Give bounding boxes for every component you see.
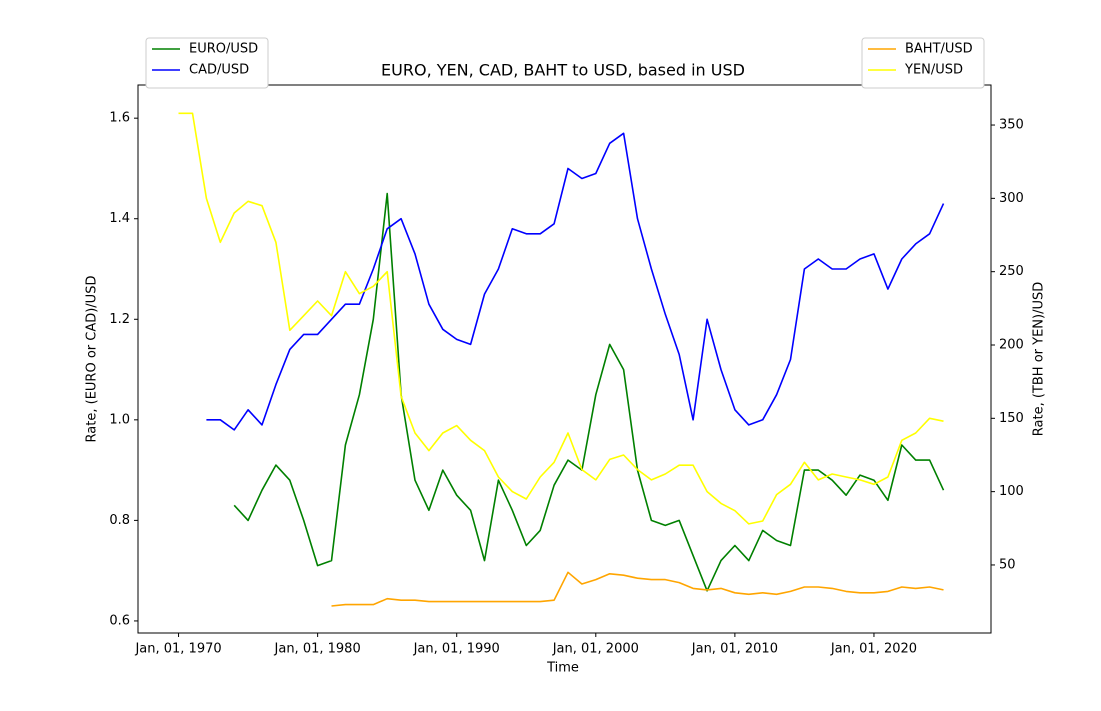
legend-box (861, 37, 985, 89)
x-tick-label: Jan, 01, 2020 (830, 642, 917, 657)
legend-label: BAHT/USD (905, 42, 973, 57)
y2-tick-label: 350 (999, 118, 1024, 133)
x-tick-label: Jan, 01, 1980 (274, 642, 361, 657)
y2-axis-label: Rate, (TBH or YEN)/USD (1032, 282, 1047, 436)
series-line (233, 192, 945, 592)
x-tick-label: Jan, 01, 1970 (134, 642, 221, 657)
y2-tick-label: 300 (999, 191, 1024, 206)
series-line (178, 112, 944, 525)
plot-frame (137, 84, 992, 634)
legend-label: YEN/USD (904, 63, 963, 78)
y-tick-label: 1.6 (109, 111, 130, 126)
legend: EURO/USD CAD/USD (145, 37, 269, 89)
y2-tick-label: 150 (999, 411, 1024, 426)
legend: BAHT/USD YEN/USD (861, 37, 985, 89)
x-tick-label: Jan, 01, 1990 (413, 642, 500, 657)
y-tick-label: 0.8 (109, 513, 130, 528)
y2-tick-label: 200 (999, 337, 1024, 352)
y-tick-label: 0.6 (109, 613, 130, 628)
x-tick-label: Jan, 01, 2010 (691, 642, 778, 657)
legend-label: EURO/USD (189, 42, 258, 57)
y2-tick-label: 100 (999, 484, 1024, 499)
y2-tick-label: 50 (999, 557, 1016, 572)
series-line (206, 132, 945, 431)
y-tick-label: 1.4 (109, 211, 130, 226)
series-line (331, 571, 944, 607)
y-tick-label: 1.2 (109, 312, 130, 327)
legend-box (145, 37, 269, 89)
y-axis-label: Rate, (EURO or CAD)/USD (85, 276, 100, 443)
y2-tick-label: 250 (999, 264, 1024, 279)
y-tick-label: 1.0 (109, 412, 130, 427)
x-axis-label: Time (546, 661, 579, 676)
x-tick-label: Jan, 01, 2000 (552, 642, 639, 657)
chart-title: EURO, YEN, CAD, BAHT to USD, based in US… (381, 61, 745, 80)
legend-label: CAD/USD (189, 63, 249, 78)
